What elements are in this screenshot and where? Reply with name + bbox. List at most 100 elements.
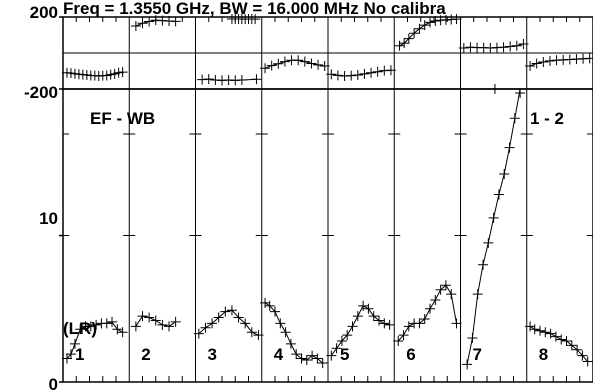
phase-point: [293, 55, 304, 66]
amp-y-tick-mid: 10: [39, 209, 58, 228]
amplitude-point: [374, 315, 385, 326]
amplitude-point: [545, 328, 556, 339]
amplitude-point: [550, 331, 561, 342]
amplitude-point: [379, 318, 390, 329]
amplitude-point: [101, 318, 112, 329]
phase-point: [403, 33, 414, 44]
phase-outlier-point: [489, 84, 500, 94]
corner-label: 1 - 2: [530, 109, 564, 128]
amplitude-point: [65, 349, 76, 360]
amplitude-point: [157, 319, 168, 330]
amplitude-point: [91, 319, 102, 330]
amplitude-point: [509, 113, 520, 124]
phase-outlier-point: [250, 14, 261, 25]
amplitude-point: [207, 318, 218, 329]
phase-point: [299, 56, 310, 67]
phase-point: [385, 65, 396, 76]
amplitude-point: [144, 312, 155, 323]
amplitude-point: [451, 318, 462, 329]
phase-point: [430, 15, 441, 26]
phase-point: [113, 67, 124, 78]
header-text: Freq = 1.3550 GHz, BW = 16.000 MHz No ca…: [63, 0, 446, 18]
amplitude-point: [291, 349, 302, 360]
amplitude-point: [425, 303, 436, 314]
phase-point: [498, 42, 509, 53]
amplitude-point: [488, 212, 499, 223]
amplitude-point: [446, 289, 457, 300]
subpanel-label: 1: [75, 345, 84, 364]
amplitude-point: [331, 343, 342, 354]
amplitude-point: [137, 311, 148, 322]
amplitude-point: [285, 338, 296, 349]
phase-point: [130, 21, 141, 31]
phase-point: [409, 28, 420, 39]
phase-point: [505, 41, 516, 52]
amplitude-point: [368, 311, 379, 322]
phase-point: [65, 68, 76, 79]
amplitude-point: [107, 316, 118, 327]
phase-point: [518, 39, 529, 49]
phase-point: [531, 58, 542, 69]
phase-point: [326, 69, 337, 80]
amplitude-point: [326, 350, 337, 361]
phase-point: [399, 38, 410, 49]
phase-point: [251, 74, 262, 85]
phase-point: [538, 57, 549, 67]
phase-point: [81, 69, 92, 80]
phase-y-tick-bottom: -200: [24, 83, 58, 102]
phase-point: [419, 20, 430, 31]
phase-point: [105, 69, 116, 80]
amplitude-point: [440, 280, 451, 291]
amplitude-point: [253, 330, 264, 341]
amplitude-point: [419, 314, 430, 325]
amplitude-point: [561, 335, 572, 346]
amplitude-model-line: [66, 321, 123, 359]
amplitude-point: [363, 303, 374, 314]
amplitude-point: [582, 356, 593, 367]
corner-label-extra: (LR): [63, 319, 97, 338]
amplitude-point: [398, 330, 409, 341]
amplitude-point: [393, 335, 404, 346]
amplitude-point: [170, 316, 181, 327]
amplitude-point: [540, 327, 551, 338]
amplitude-point: [317, 357, 328, 368]
amplitude-point: [414, 318, 425, 329]
amplitude-point: [572, 344, 583, 355]
amplitude-point: [499, 168, 510, 179]
amplitude-point: [301, 355, 312, 366]
amplitude-point: [117, 327, 128, 338]
amplitude-point: [478, 259, 489, 270]
amplitude-point: [270, 306, 280, 317]
amplitude-point: [220, 306, 231, 317]
plot-frame: [59, 16, 593, 383]
amplitude-point: [577, 350, 588, 361]
amplitude-point: [352, 311, 363, 322]
amplitude-point: [566, 340, 577, 351]
subpanel-label: 3: [208, 345, 217, 364]
phase-point: [273, 58, 284, 69]
phase-point: [101, 70, 112, 81]
subpanel-labels: 1 2 3 4 5 6 7 8: [75, 345, 548, 364]
phase-point: [170, 16, 181, 27]
phase-point: [69, 68, 80, 79]
amplitude-point: [296, 353, 307, 364]
amplitude-point: [75, 324, 86, 335]
phase-point: [544, 55, 555, 66]
subpanel-label: 6: [406, 345, 415, 364]
phase-point: [525, 60, 536, 71]
amplitude-point: [307, 350, 318, 361]
subpanel-label: 2: [141, 345, 150, 364]
amplitude-point: [403, 321, 414, 332]
amplitude-point: [275, 318, 286, 329]
phase-point: [584, 53, 593, 64]
phase-y-tick-top: 200: [30, 3, 58, 22]
phase-point: [511, 40, 522, 51]
amplitude-point: [430, 294, 441, 305]
amplitude-point: [384, 319, 395, 330]
amplitude-point: [264, 300, 275, 311]
phase-point: [144, 16, 155, 27]
phase-point: [352, 69, 363, 80]
amplitude-point: [61, 353, 72, 364]
amplitude-point: [504, 142, 515, 153]
phase-point: [313, 59, 324, 70]
